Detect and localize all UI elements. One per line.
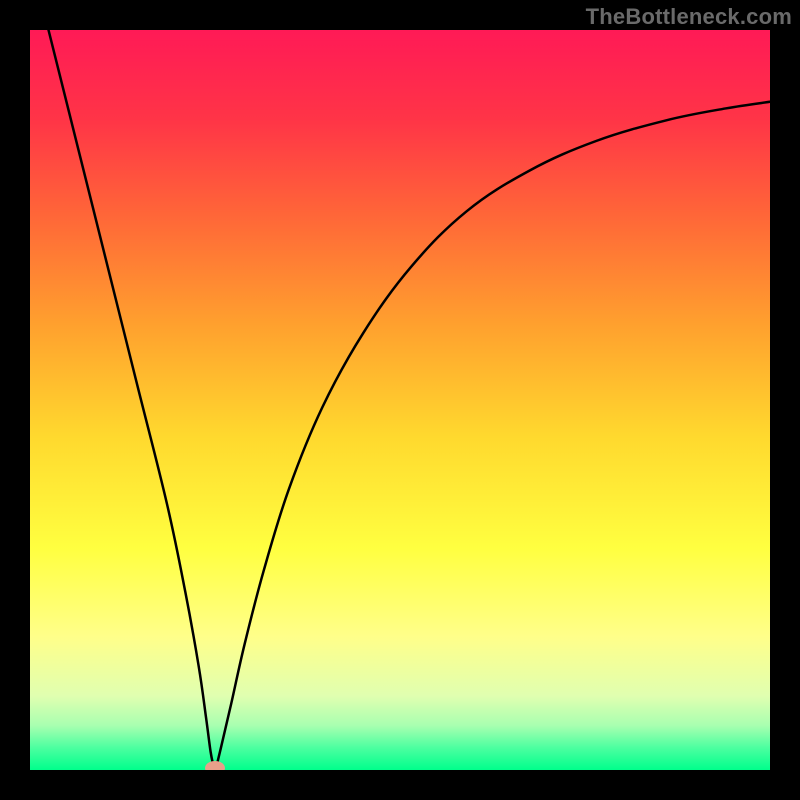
- plot-area: [30, 30, 770, 770]
- chart-frame: TheBottleneck.com: [0, 0, 800, 800]
- chart-svg: [30, 30, 770, 770]
- attribution-label: TheBottleneck.com: [586, 4, 792, 30]
